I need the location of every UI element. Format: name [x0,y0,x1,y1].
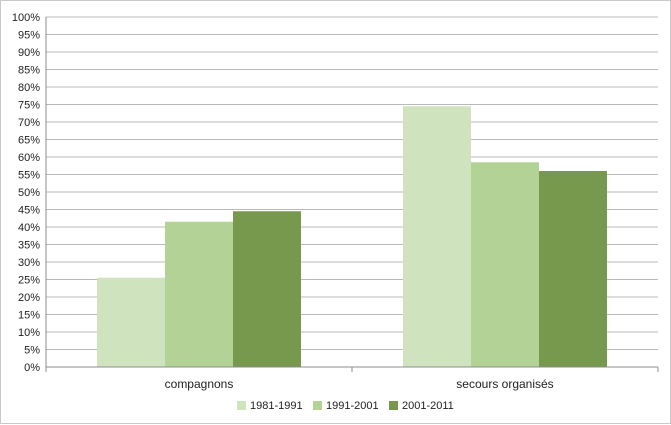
legend-label: 2001-2011 [402,400,454,412]
y-tick-label: 80% [18,82,40,94]
y-tick-label: 100% [12,12,40,24]
legend-swatch [313,401,322,410]
y-tick-label: 45% [18,205,40,217]
y-tick-label: 5% [24,345,40,357]
legend-swatch [237,401,246,410]
axes [45,17,659,372]
y-tick-label: 50% [18,187,40,199]
legend: 1981-1991 1991-2001 2001-2011 [237,400,454,412]
x-axis-labels: compagnons secours organisés [165,377,554,391]
y-tick-label: 0% [24,362,40,374]
y-tick-label: 40% [18,222,40,234]
y-tick-label: 85% [18,65,40,77]
bar-1991-2001-secours-organisés [471,162,539,367]
legend-label: 1981-1991 [250,400,303,412]
y-tick-label: 95% [18,30,40,42]
y-tick-label: 65% [18,135,40,147]
y-tick-label: 20% [18,292,40,304]
bar-1981-1991-compagnons [97,277,165,367]
gridlines [46,16,658,350]
x-category-label: compagnons [165,377,234,391]
legend-label: 1991-2001 [326,400,379,412]
bar-2001-2011-secours-organisés [539,171,607,367]
bar-1991-2001-compagnons [165,221,233,367]
y-axis-ticks: 0% 5% 10% 15% 20% 25% 30% 35% 40% 45% 50% 55% 60% 65%… [12,12,40,374]
y-tick-label: 75% [18,100,40,112]
bars [97,106,607,367]
legend-swatch [389,401,398,410]
y-tick-label: 70% [18,117,40,129]
bar-1981-1991-secours-organisés [403,106,471,367]
y-tick-label: 55% [18,170,40,182]
x-category-label: secours organisés [456,377,553,391]
y-tick-label: 10% [18,327,40,339]
bar-2001-2011-compagnons [233,211,301,367]
y-tick-label: 35% [18,240,40,252]
y-tick-label: 25% [18,275,40,287]
y-tick-label: 15% [18,310,40,322]
y-tick-label: 90% [18,47,40,59]
y-tick-label: 60% [18,152,40,164]
y-tick-label: 30% [18,257,40,269]
